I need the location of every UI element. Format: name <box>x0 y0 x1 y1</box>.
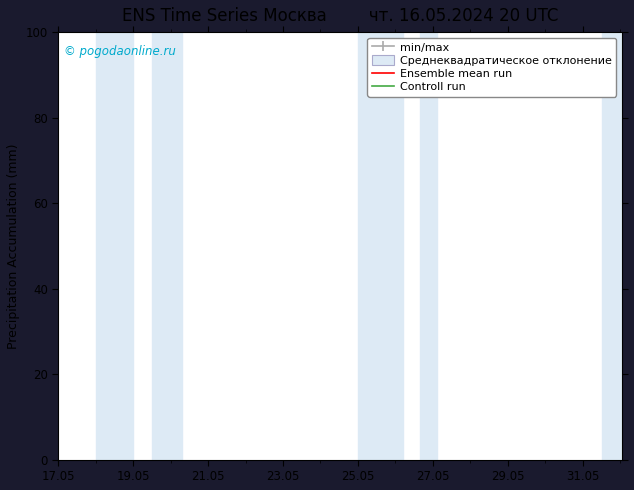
Bar <box>96 32 133 460</box>
Legend: min/max, Среднеквадратическое отклонение, Ensemble mean run, Controll run: min/max, Среднеквадратическое отклонение… <box>367 38 616 97</box>
Bar <box>420 32 437 460</box>
Bar <box>152 32 182 460</box>
Text: © pogodaonline.ru: © pogodaonline.ru <box>64 45 176 58</box>
Bar <box>358 32 403 460</box>
Title: ENS Time Series Москва        чт. 16.05.2024 20 UTC: ENS Time Series Москва чт. 16.05.2024 20… <box>122 7 558 25</box>
Bar <box>602 32 626 460</box>
Y-axis label: Precipitation Accumulation (mm): Precipitation Accumulation (mm) <box>7 143 20 348</box>
